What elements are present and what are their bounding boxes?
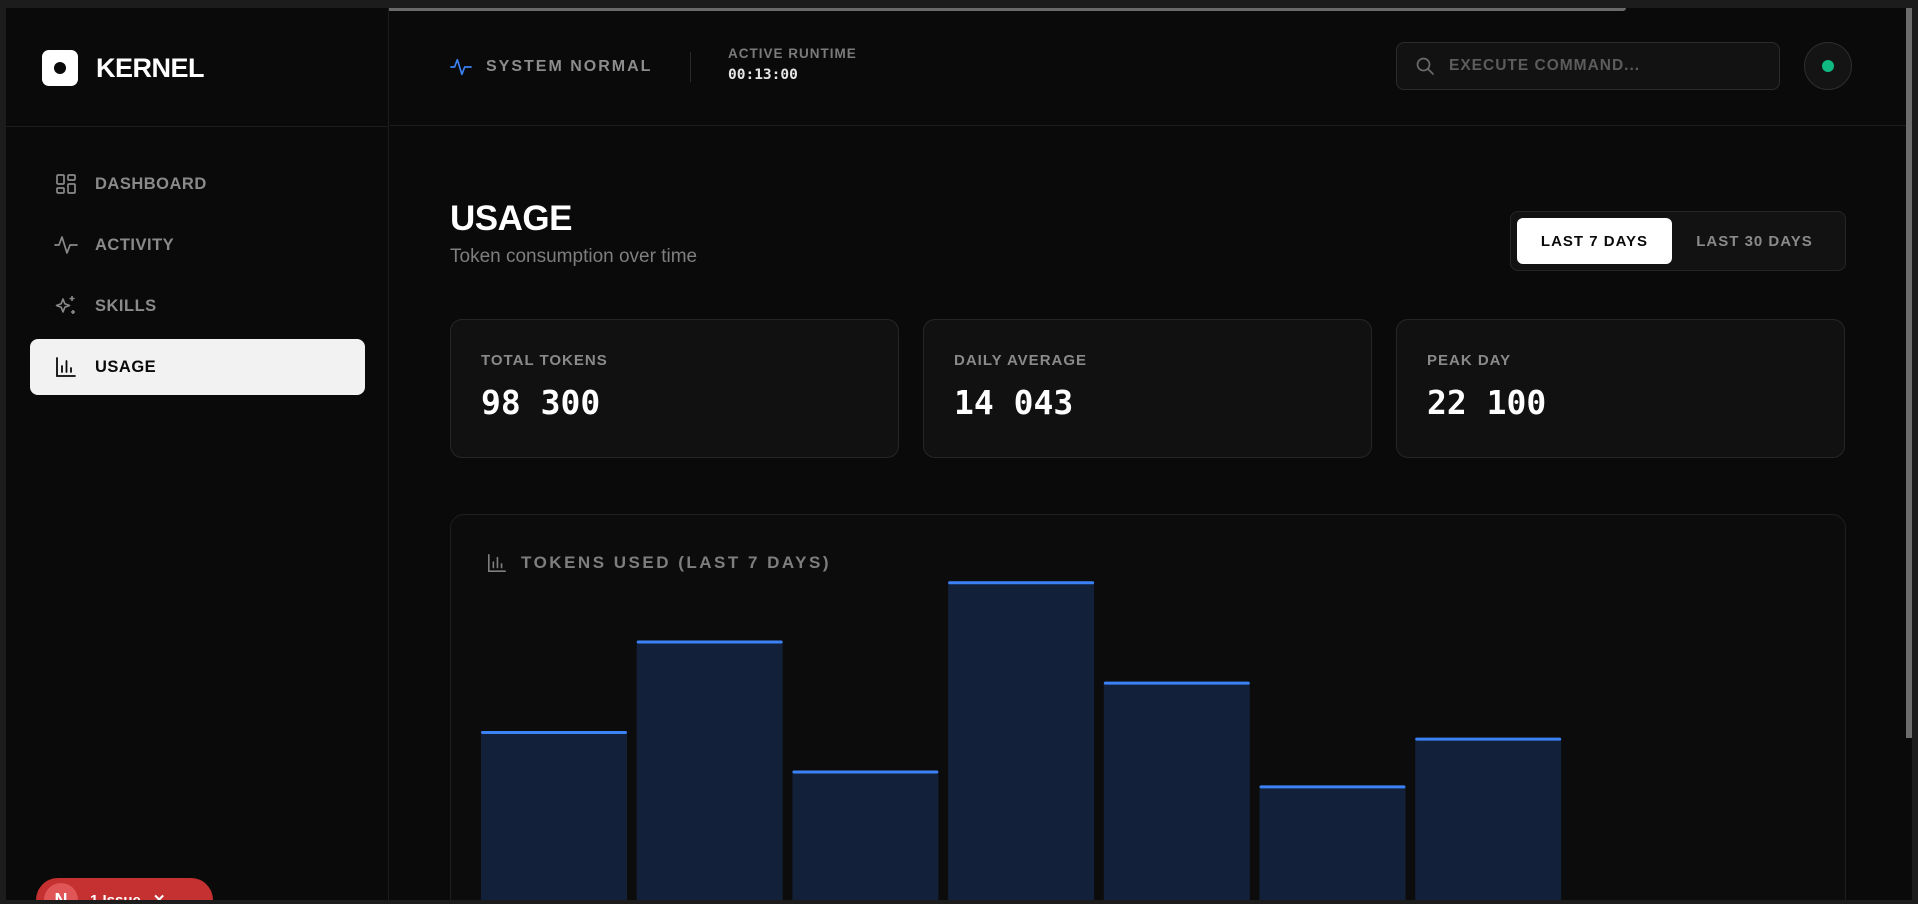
sidebar-divider [6, 126, 389, 127]
page-subtitle: Token consumption over time [450, 246, 698, 267]
sidebar-item-skills[interactable]: SKILLS [30, 278, 365, 334]
chart-bar[interactable] [1415, 737, 1562, 900]
range-last-7-days-button[interactable]: LAST 7 DAYS [1517, 218, 1672, 264]
chart-bar[interactable] [1103, 681, 1250, 900]
search-icon [1416, 57, 1434, 75]
chart-bar[interactable] [481, 731, 627, 900]
range-toggle: LAST 7 DAYS LAST 30 DAYS [1510, 211, 1846, 271]
top-edge-bar [136, 8, 1626, 11]
chart-bar-top [636, 640, 783, 644]
online-status-dot [1822, 60, 1834, 72]
sidebar-item-usage[interactable]: USAGE [30, 339, 365, 395]
chart-bar[interactable] [1259, 785, 1406, 900]
sidebar-item-label: DASHBOARD [95, 174, 207, 193]
chart-bar-top [1103, 681, 1250, 685]
system-status: SYSTEM NORMAL [450, 56, 652, 78]
brand[interactable]: KERNEL [42, 50, 205, 86]
scrollbar[interactable] [1906, 8, 1912, 738]
status-text: SYSTEM NORMAL [486, 58, 653, 75]
pulse-icon [450, 58, 472, 76]
chart-title: TOKENS USED (LAST 7 DAYS) [521, 553, 831, 572]
header-divider [690, 52, 691, 82]
stat-card-peak-day: PEAK DAY 22 100 [1396, 319, 1845, 458]
sidebar-item-label: SKILLS [95, 296, 157, 315]
sidebar: KERNEL DASHBOARD ACTIVITY [6, 8, 389, 900]
kernel-logo-icon [42, 50, 78, 86]
main-content: USAGE Token consumption over time LAST 7… [390, 127, 1912, 900]
grid-icon [54, 172, 78, 196]
chart-bar-top [1259, 785, 1406, 789]
stat-value: 22 100 [1427, 383, 1547, 422]
close-icon[interactable]: ✕ [153, 891, 166, 900]
sidebar-item-activity[interactable]: ACTIVITY [30, 217, 365, 273]
chart-bar-top [948, 581, 1095, 585]
usage-bar-chart [481, 581, 1562, 900]
sidebar-item-label: USAGE [95, 357, 157, 376]
usage-chart-card: TOKENS USED (LAST 7 DAYS) [450, 514, 1846, 900]
bar-chart-icon [488, 554, 506, 572]
runtime-value: 00:13:00 [728, 67, 798, 83]
user-avatar[interactable] [1804, 42, 1852, 90]
search-input[interactable] [1449, 57, 1749, 75]
stat-label: TOTAL TOKENS [481, 352, 608, 369]
chart-bar[interactable] [792, 770, 939, 900]
chart-bar-top [481, 731, 627, 735]
bar-chart-icon [54, 355, 78, 379]
toast-avatar: N [44, 883, 78, 900]
sidebar-nav: DASHBOARD ACTIVITY SKILLS [30, 156, 365, 400]
stat-label: PEAK DAY [1427, 352, 1512, 369]
issues-toast[interactable]: N 1 Issue ✕ [36, 878, 213, 900]
chart-bar-top [1415, 737, 1562, 741]
command-search[interactable] [1396, 42, 1780, 90]
sidebar-item-label: ACTIVITY [95, 235, 175, 254]
page-title: USAGE [450, 199, 572, 238]
app-window: KERNEL DASHBOARD ACTIVITY [6, 8, 1912, 900]
stat-card-total-tokens: TOTAL TOKENS 98 300 [450, 319, 899, 458]
active-runtime: ACTIVE RUNTIME 00:13:00 [728, 46, 857, 83]
chart-header: TOKENS USED (LAST 7 DAYS) [487, 553, 831, 573]
top-header: SYSTEM NORMAL ACTIVE RUNTIME 00:13:00 [390, 8, 1912, 126]
stat-label: DAILY AVERAGE [954, 352, 1088, 369]
range-last-30-days-button[interactable]: LAST 30 DAYS [1696, 232, 1813, 250]
stat-value: 98 300 [481, 383, 601, 422]
chart-bar-top [792, 770, 939, 774]
toast-text: 1 Issue [90, 891, 141, 901]
sidebar-item-dashboard[interactable]: DASHBOARD [30, 156, 365, 212]
stat-card-daily-average: DAILY AVERAGE 14 043 [923, 319, 1372, 458]
runtime-label: ACTIVE RUNTIME [728, 46, 857, 61]
chart-bar[interactable] [636, 640, 783, 900]
activity-icon [54, 233, 78, 257]
sparkles-icon [54, 294, 78, 318]
stat-value: 14 043 [954, 383, 1074, 422]
chart-bar[interactable] [948, 581, 1095, 900]
brand-name: KERNEL [96, 52, 205, 83]
